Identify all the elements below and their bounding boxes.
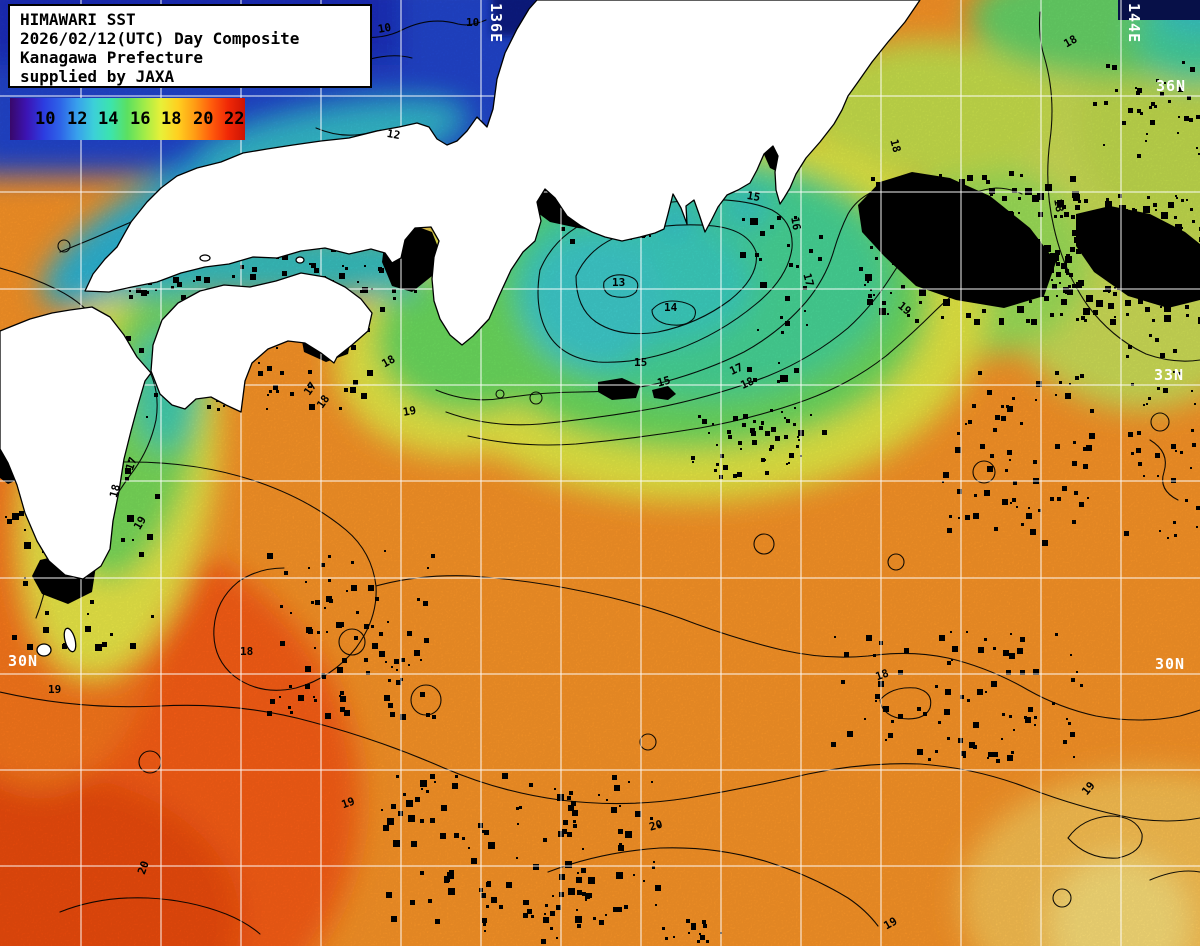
colorbar-tick: 18 bbox=[161, 109, 182, 129]
title-box: HIMAWARI SST 2026/02/12(UTC) Day Composi… bbox=[8, 4, 372, 88]
colorbar-tick: 16 bbox=[130, 109, 151, 129]
land-japan bbox=[0, 0, 921, 657]
temperature-colorbar: 10 12 14 16 18 20 22 bbox=[10, 98, 245, 140]
map-region: Kanagawa Prefecture bbox=[20, 48, 204, 67]
colorbar-tick: 20 bbox=[193, 109, 214, 129]
colorbar-tick: 10 bbox=[35, 109, 56, 129]
map-title: HIMAWARI SST bbox=[20, 10, 136, 29]
map-credit: supplied by JAXA bbox=[20, 67, 175, 86]
land-tanegashima bbox=[63, 627, 77, 653]
colorbar-tick: 12 bbox=[67, 109, 88, 129]
land-shikoku bbox=[150, 272, 373, 413]
colorbar-tick: 14 bbox=[98, 109, 119, 129]
colorbar-tick: 22 bbox=[224, 109, 245, 129]
land-yakushima bbox=[36, 643, 52, 657]
map-date: 2026/02/12(UTC) Day Composite bbox=[20, 29, 300, 48]
land-honshu bbox=[84, 0, 921, 346]
land-kyushu bbox=[0, 306, 152, 580]
cold-patch-top-right bbox=[1118, 0, 1200, 20]
